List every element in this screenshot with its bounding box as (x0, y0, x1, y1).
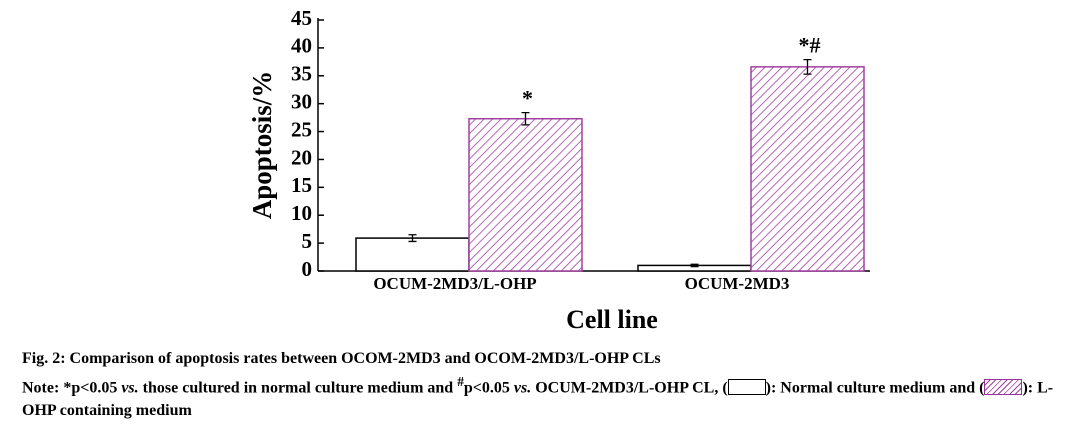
error-bar (521, 111, 530, 126)
note-text: vs. (513, 379, 532, 397)
chart: Apoptosis/% Cell line 0 5 10 15 20 25 30 35 40 45… (247, 6, 870, 334)
caption-title: Fig. 2: Comparison of apoptosis rates be… (22, 350, 661, 367)
x-tick-label: OCUM-2MD3 (685, 274, 790, 293)
y-tick-label: 5 (302, 229, 313, 253)
bar (468, 117, 583, 272)
y-tick-label: 0 (302, 257, 313, 281)
legend-swatch (727, 379, 766, 396)
y-tick-label: 30 (291, 89, 312, 113)
y-tick-label: 45 (291, 6, 312, 30)
note-text: ): (765, 379, 781, 397)
bar (750, 66, 865, 272)
caption-note: Note: *p<0.05 vs. those cultured in norm… (22, 370, 1058, 422)
y-tick-label: 10 (291, 201, 312, 225)
note-text: Note: *p<0.05 (22, 379, 122, 397)
legend-label: Normal culture medium (780, 379, 946, 397)
note-text: OCUM-2MD3/L-OHP CL, ( (531, 379, 728, 397)
note-text: and ( (945, 379, 985, 397)
y-tick-label: 40 (291, 34, 312, 58)
y-tick-label: 25 (291, 117, 312, 141)
error-bar (803, 58, 812, 75)
note-text: those cultured in normal culture medium … (138, 379, 458, 397)
y-axis-label: Apoptosis/% (247, 71, 277, 220)
y-tick-label: 20 (291, 145, 312, 169)
significance-label: * (522, 86, 533, 111)
bar (355, 237, 470, 272)
note-text: vs. (121, 379, 139, 397)
note-text: p<0.05 (463, 379, 514, 397)
legend-swatch (984, 379, 1023, 396)
legend-label: L-OHP containing medium (22, 379, 1054, 420)
note-text: # (457, 374, 464, 389)
y-tick-label: 15 (291, 173, 312, 197)
x-tick-label: OCUM-2MD3/L-OHP (373, 274, 536, 293)
x-axis-label: Cell line (566, 305, 658, 334)
caption: Fig. 2: Comparison of apoptosis rates be… (22, 347, 1058, 422)
y-tick-label: 35 (291, 62, 312, 86)
significance-label: *# (799, 33, 821, 58)
note-text: ): (1022, 379, 1038, 397)
error-bar (408, 234, 417, 243)
error-bar (690, 263, 699, 268)
